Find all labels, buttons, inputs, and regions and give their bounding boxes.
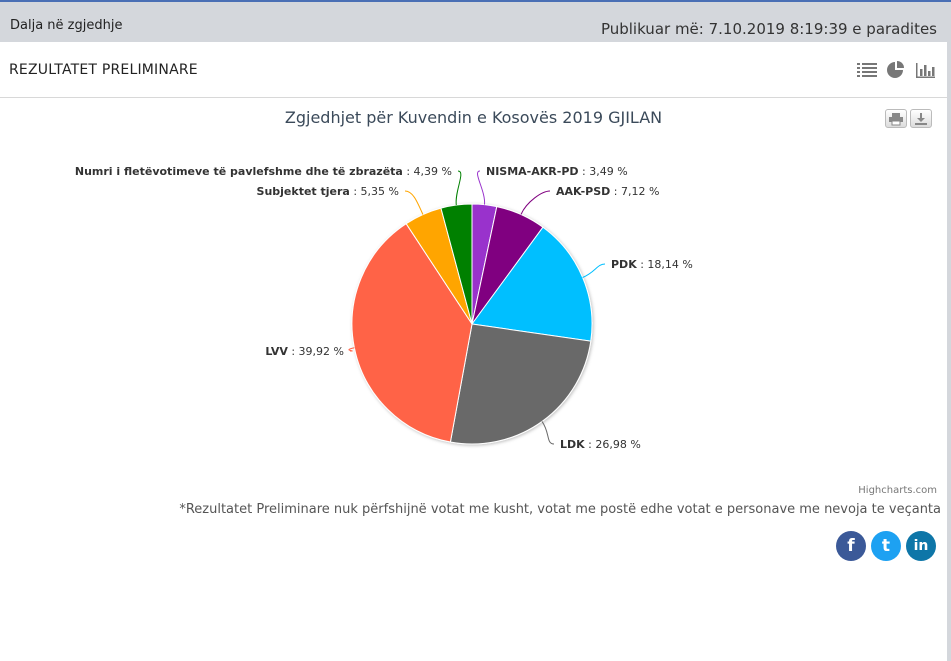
data-label-value: : 18,14 %	[637, 258, 693, 271]
data-label-value: : 5,35 %	[350, 185, 399, 198]
data-label-name: AAK-PSD	[556, 185, 610, 198]
data-label: Subjektet tjera : 5,35 %	[257, 185, 399, 198]
data-label: Numri i fletëvotimeve të pavlefshme dhe …	[75, 165, 452, 178]
data-label-value: : 26,98 %	[585, 438, 641, 451]
connector-line	[404, 190, 424, 215]
data-label: AAK-PSD : 7,12 %	[556, 185, 659, 198]
data-label-value: : 4,39 %	[403, 165, 452, 178]
chart-export-buttons	[885, 109, 932, 128]
connector-line	[477, 170, 486, 205]
data-label-name: LVV	[265, 345, 288, 358]
facebook-share-icon[interactable]: f	[836, 531, 866, 561]
bar-view-icon[interactable]	[915, 61, 935, 79]
highcharts-credit[interactable]: Highcharts.com	[858, 485, 937, 496]
section-title: REZULTATET PRELIMINARE	[9, 62, 198, 78]
data-label: PDK : 18,14 %	[611, 258, 693, 271]
twitter-share-icon[interactable]: t	[871, 531, 901, 561]
list-view-icon[interactable]	[857, 61, 877, 79]
right-edge-strip	[947, 42, 951, 661]
data-label-value: : 39,92 %	[288, 345, 344, 358]
pie-slice-ldk[interactable]	[449, 323, 592, 445]
connector-line	[348, 347, 355, 352]
data-label-value: : 3,49 %	[579, 165, 628, 178]
social-share: f t in	[836, 531, 936, 561]
print-icon	[889, 113, 903, 126]
published-timestamp: Publikuar më: 7.10.2019 8:19:39 e paradi…	[600, 20, 937, 38]
top-bar: Dalja në zgjedhje Publikuar më: 7.10.201…	[0, 0, 951, 42]
data-label-value: : 7,12 %	[610, 185, 659, 198]
data-label-name: LDK	[560, 438, 585, 451]
section-header: REZULTATET PRELIMINARE	[0, 42, 947, 98]
pie-slice-pdk[interactable]	[471, 226, 593, 342]
download-chart-button[interactable]	[910, 109, 932, 128]
linkedin-share-icon[interactable]: in	[906, 531, 936, 561]
data-label: LVV : 39,92 %	[265, 345, 344, 358]
back-to-elections-link[interactable]: Dalja në zgjedhje	[10, 18, 123, 33]
data-label-name: Subjektet tjera	[257, 185, 350, 198]
connector-line	[520, 190, 551, 215]
connector-line	[582, 263, 606, 278]
connector-line	[455, 170, 462, 206]
download-icon	[915, 113, 927, 125]
connector-line	[541, 421, 555, 445]
pie-view-icon[interactable]	[886, 61, 906, 79]
print-chart-button[interactable]	[885, 109, 907, 128]
data-label: LDK : 26,98 %	[560, 438, 641, 451]
data-label-name: Numri i fletëvotimeve të pavlefshme dhe …	[75, 165, 403, 178]
view-switcher	[857, 61, 935, 79]
pie-slice-numri-i-flet-votimeve-t-pavlefshme-dhe-t-zbraz-ta[interactable]	[440, 203, 473, 325]
footnote: *Rezultatet Preliminare nuk përfshijnë v…	[179, 502, 941, 517]
data-label: NISMA-AKR-PD : 3,49 %	[486, 165, 628, 178]
chart-title: Zgjedhjet për Kuvendin e Kosovës 2019 GJ…	[284, 108, 663, 127]
data-label-name: PDK	[611, 258, 637, 271]
data-label-name: NISMA-AKR-PD	[486, 165, 579, 178]
